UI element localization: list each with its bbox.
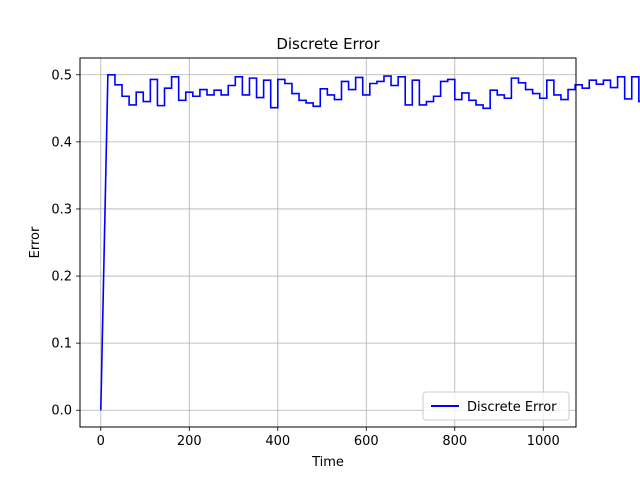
y-tick-label: 0.2 [51,270,72,285]
x-tick-label: 200 [177,434,202,449]
x-tick-label: 1000 [527,434,560,449]
plot-frame [79,57,577,428]
y-tick-label: 0.3 [51,202,72,217]
legend-box [422,391,570,421]
x-tick-label: 600 [354,434,379,449]
legend: Discrete Error [422,391,570,421]
x-tick-label: 800 [442,434,467,449]
y-tick-label: 0.4 [51,135,72,150]
y-axis-label: Error [28,226,43,258]
y-tick-label: 0.5 [51,68,72,83]
y-tick-label: 0.1 [51,337,72,352]
legend-label: Discrete Error [467,400,557,415]
series-line-discrete-error [100,73,640,411]
x-axis-label: Time [311,455,344,470]
x-tick-label: 400 [265,434,290,449]
y-tick-label: 0.0 [51,404,72,419]
grid [80,58,576,427]
ticks: 0 200 400 600 800 1000 0.0 0.1 0.2 0.3 0.4 0.5 [51,68,559,449]
chart-title: Discrete Error [276,35,380,53]
x-tick-label: 0 [97,434,105,449]
series-layer [100,73,640,411]
